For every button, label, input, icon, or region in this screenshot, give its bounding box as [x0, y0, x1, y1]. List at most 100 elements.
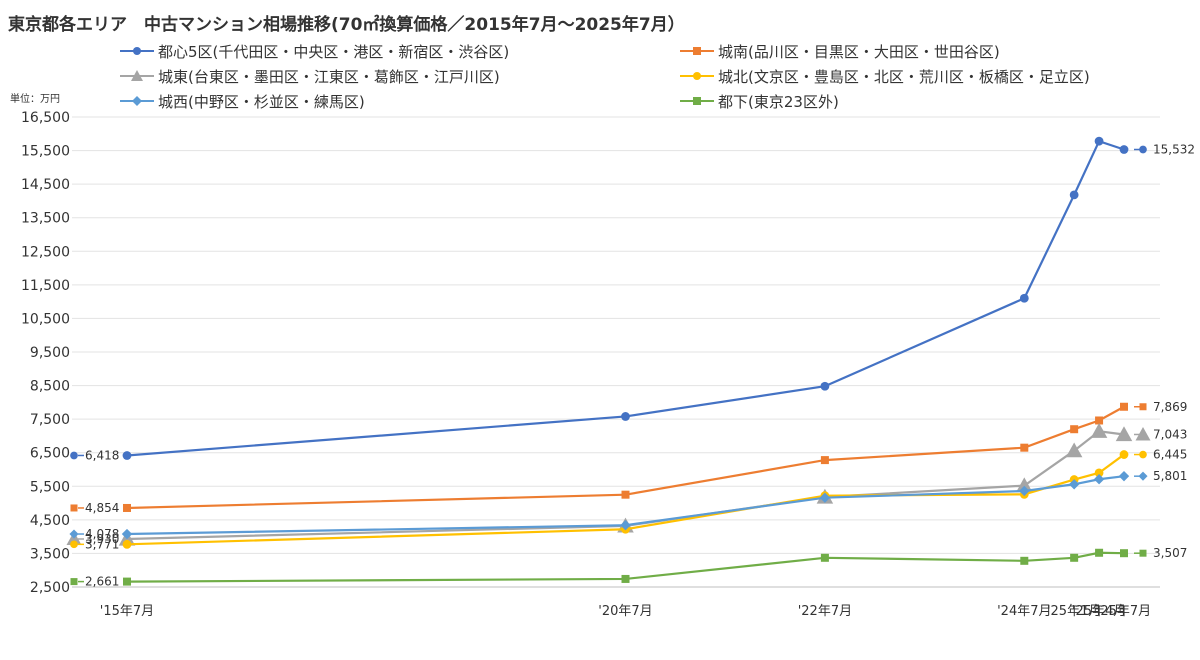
y-tick-label: 12,500	[21, 244, 70, 260]
x-tick-label: '15年7月	[100, 604, 154, 619]
legend-swatch-joto	[120, 70, 154, 81]
chart-legend: 都心5区(千代田区・中央区・港区・新宿区・渋谷区) 城南(品川区・目黒区・大田区…	[120, 40, 1180, 112]
start-value-label: 3,930	[85, 532, 119, 546]
legend-item-joto: 城東(台東区・墨田区・江東区・葛飾区・江戸川区)	[120, 65, 680, 87]
data-point	[1016, 477, 1033, 493]
series-line	[122, 136, 1129, 460]
start-value-label: 3,771	[85, 537, 119, 551]
data-point	[820, 456, 829, 465]
data-point	[1093, 474, 1105, 485]
legend-item-toka: 都下(東京23区外)	[680, 90, 1180, 112]
legend-swatch-toka	[680, 97, 714, 105]
data-point	[820, 553, 829, 562]
end-marker	[1139, 450, 1147, 459]
y-tick-label: 5,500	[30, 479, 70, 495]
start-marker	[70, 504, 78, 512]
data-point	[1069, 190, 1079, 200]
end-marker	[1139, 549, 1147, 557]
legend-item-toshin5: 都心5区(千代田区・中央区・港区・新宿区・渋谷区)	[120, 40, 680, 62]
data-point	[1119, 145, 1129, 154]
legend-label-toka: 都下(東京23区外)	[718, 92, 839, 111]
data-point	[1019, 293, 1029, 303]
start-marker	[70, 578, 78, 586]
data-point	[1094, 136, 1104, 146]
legend-label-josai: 城西(中野区・杉並区・練馬区)	[158, 92, 365, 111]
legend-item-jonan: 城南(品川区・目黒区・大田区・世田谷区)	[680, 40, 1180, 62]
x-tick-label: '25年1月	[1047, 604, 1101, 619]
y-tick-label: 3,500	[30, 546, 70, 562]
data-point	[123, 577, 131, 586]
end-value-label: 3,507	[1153, 546, 1187, 560]
data-point	[1118, 470, 1130, 482]
x-tick-label: '25年4月	[1072, 604, 1126, 619]
data-point	[1119, 450, 1129, 459]
start-marker	[69, 529, 79, 539]
y-tick-label: 15,500	[21, 144, 70, 160]
series-line	[123, 402, 1128, 512]
data-point	[1095, 548, 1104, 557]
x-tick-label: '22年7月	[798, 604, 852, 619]
start-value-label: 2,661	[85, 575, 119, 589]
legend-item-johoku: 城北(文京区・豊島区・北区・荒川区・板橋区・足立区)	[680, 65, 1180, 87]
data-point	[1068, 479, 1080, 490]
y-tick-label: 11,500	[21, 278, 70, 294]
y-axis-unit-label: 単位：万円	[10, 94, 60, 105]
data-point	[1095, 416, 1104, 425]
data-point	[1120, 549, 1128, 558]
data-point	[1020, 443, 1029, 452]
y-tick-label: 14,500	[21, 177, 70, 193]
end-marker	[1139, 145, 1147, 154]
x-tick-label: '20年7月	[598, 604, 652, 619]
legend-swatch-jonan	[680, 47, 714, 55]
y-tick-label: 4,500	[30, 513, 70, 529]
start-value-label: 6,418	[85, 448, 119, 462]
data-point	[1065, 442, 1083, 458]
x-tick-label: '25年7月	[1097, 604, 1151, 619]
end-marker	[1139, 403, 1147, 411]
x-tick-label: '24年7月	[997, 604, 1051, 619]
y-tick-label: 6,500	[30, 446, 70, 462]
legend-label-joto: 城東(台東区・墨田区・江東区・葛飾区・江戸川区)	[158, 67, 500, 86]
y-tick-label: 13,500	[21, 211, 70, 227]
data-point	[123, 503, 131, 512]
legend-swatch-toshin5	[120, 47, 154, 55]
data-point	[122, 539, 132, 549]
data-point	[820, 381, 830, 391]
end-marker	[1138, 471, 1148, 481]
data-point	[1020, 556, 1029, 565]
data-point	[1019, 485, 1030, 497]
end-value-label: 15,532	[1153, 142, 1195, 156]
series-line	[121, 470, 1130, 540]
data-point	[620, 520, 631, 531]
end-value-label: 6,445	[1153, 448, 1187, 462]
legend-label-toshin5: 都心5区(千代田区・中央区・港区・新宿区・渋谷区)	[158, 42, 510, 61]
start-marker	[70, 540, 78, 549]
data-point	[122, 451, 132, 460]
data-point	[819, 492, 831, 503]
legend-label-johoku: 城北(文京区・豊島区・北区・荒川区・板橋区・足立区)	[718, 67, 1090, 86]
y-tick-label: 9,500	[30, 345, 70, 361]
chart-title: 東京都各エリア 中古マンション相場推移(70㎡換算価格／2015年7月～2025…	[8, 15, 685, 35]
data-point	[121, 528, 133, 540]
legend-swatch-johoku	[680, 72, 714, 80]
data-point	[1090, 422, 1108, 438]
y-tick-label: 16,500	[21, 110, 70, 126]
y-tick-label: 7,500	[30, 412, 70, 428]
data-point	[1070, 553, 1079, 562]
start-marker	[70, 451, 78, 460]
end-marker	[1135, 426, 1151, 441]
start-value-label: 4,854	[85, 501, 119, 515]
data-point	[1120, 402, 1128, 411]
data-point	[1115, 426, 1133, 442]
y-tick-label: 10,500	[21, 311, 70, 327]
legend-item-josai: 城西(中野区・杉並区・練馬区)	[120, 90, 680, 112]
end-value-label: 7,043	[1153, 427, 1187, 441]
legend-label-jonan: 城南(品川区・目黒区・大田区・世田谷区)	[718, 42, 1000, 61]
end-value-label: 7,869	[1153, 400, 1187, 414]
data-point	[621, 490, 630, 499]
end-value-label: 5,801	[1153, 469, 1187, 483]
y-tick-label: 8,500	[30, 379, 70, 395]
data-point	[621, 574, 630, 583]
legend-swatch-josai	[120, 96, 154, 106]
